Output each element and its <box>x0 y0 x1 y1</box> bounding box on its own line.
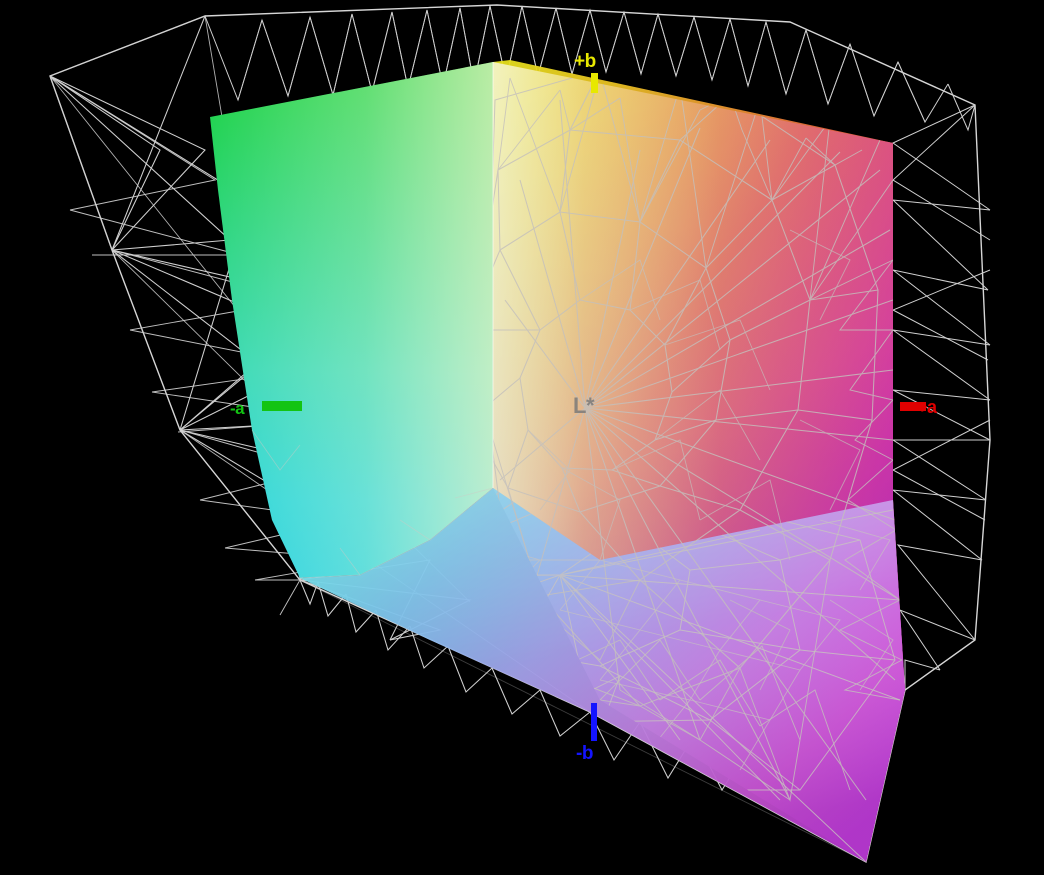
minus-b-axis-marker <box>591 703 597 741</box>
plus-a-axis-label: +a <box>917 397 937 417</box>
plus-b-axis-marker <box>591 73 598 93</box>
plus-b-axis-label: +b <box>574 51 596 72</box>
minus-b-axis-label: -b <box>576 743 593 764</box>
lightness-axis-label: L* <box>573 393 595 418</box>
plus-a-axis-marker <box>900 402 926 411</box>
gamut-face-bottom <box>300 488 905 862</box>
minus-a-axis-label: -a <box>230 399 245 418</box>
gamut-mesh-left-edge <box>251 429 494 579</box>
gamut-face-left <box>210 62 493 578</box>
minus-a-axis-marker <box>262 401 302 411</box>
